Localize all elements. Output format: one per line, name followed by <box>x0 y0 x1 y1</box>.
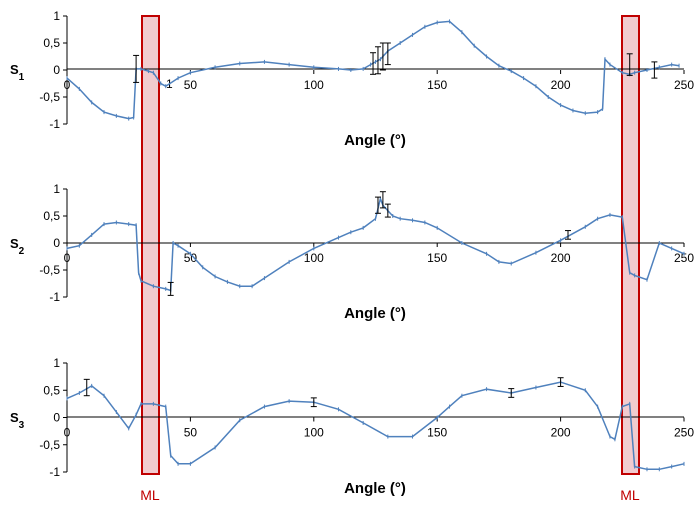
y-tick-label: -1 <box>49 290 60 304</box>
x-tick-label: 0 <box>64 78 71 92</box>
x-tick-label: 150 <box>427 426 447 440</box>
panel-s3-series-line <box>66 381 685 471</box>
x-tick-label: 250 <box>674 251 694 265</box>
y-tick-label: -0,5 <box>39 438 60 452</box>
panel-s3-x-label: Angle (°) <box>344 480 406 497</box>
y-tick-label: -0,5 <box>39 263 60 277</box>
y-tick-label: 0 <box>53 411 60 425</box>
y-tick-label: -1 <box>49 465 60 479</box>
y-tick-label: -1 <box>49 117 60 131</box>
x-tick-label: 0 <box>64 426 71 440</box>
panel-s2-error-bars <box>66 191 685 296</box>
panel-s3-y-label: S3 <box>10 410 25 431</box>
panel-s1-x-label: Angle (°) <box>344 132 406 149</box>
x-tick-label: 250 <box>674 78 694 92</box>
ml-label-right: ML <box>620 487 640 503</box>
y-tick-label: 0,5 <box>43 209 60 223</box>
x-tick-label: 200 <box>551 426 571 440</box>
y-tick-label: 1 <box>53 9 60 23</box>
x-tick-label: 0 <box>64 251 71 265</box>
y-tick-label: 0,5 <box>43 383 60 397</box>
ml-band-right <box>621 15 640 475</box>
x-tick-label: 200 <box>551 251 571 265</box>
x-tick-label: 100 <box>304 251 324 265</box>
x-tick-label: 200 <box>551 78 571 92</box>
y-tick-label: 0 <box>53 63 60 77</box>
panel-s3: 1 0,5 0 -0,5 -1 0 50 100 150 200 250 S3 Angle (°) <box>10 356 694 497</box>
ml-band-left <box>141 15 160 475</box>
y-tick-label: -0,5 <box>39 90 60 104</box>
panel-s2-x-label: Angle (°) <box>344 305 406 322</box>
x-tick-label: 100 <box>304 426 324 440</box>
x-tick-label: 150 <box>427 251 447 265</box>
y-tick-label: 1 <box>53 356 60 370</box>
y-tick-label: 0 <box>53 236 60 250</box>
y-tick-label: 0,5 <box>43 36 60 50</box>
ml-label-left: ML <box>140 487 160 503</box>
x-tick-label: 50 <box>184 78 198 92</box>
panel-s3-error-bars <box>66 377 685 472</box>
x-tick-label: 100 <box>304 78 324 92</box>
panel-s2-y-label: S2 <box>10 236 25 257</box>
y-tick-label: 1 <box>53 182 60 196</box>
panel-s2: 1 0,5 0 -0,5 -1 0 50 100 150 200 250 S2 Angle (°) <box>10 182 694 322</box>
x-tick-label: 50 <box>184 426 198 440</box>
panel-s1-y-label: S1 <box>10 62 25 83</box>
panel-s1-error-bars <box>66 19 680 121</box>
x-tick-label: 150 <box>427 78 447 92</box>
x-tick-label: 50 <box>184 251 198 265</box>
panel-s1: 10,50-0,5-1 0 50 100 150 200 250 S1 1 Angle (… <box>10 9 694 149</box>
x-tick-label: 250 <box>674 426 694 440</box>
